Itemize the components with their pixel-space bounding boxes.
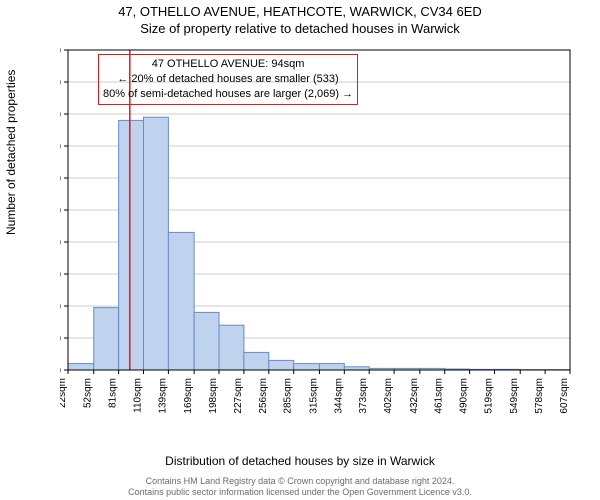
svg-text:100: 100: [60, 333, 61, 345]
svg-text:400: 400: [60, 237, 61, 249]
info-line-2: ← 20% of detached houses are smaller (53…: [103, 72, 353, 87]
svg-text:256sqm: 256sqm: [258, 378, 269, 414]
svg-text:1000: 1000: [60, 45, 61, 57]
svg-text:0: 0: [60, 365, 61, 377]
svg-text:227sqm: 227sqm: [233, 378, 244, 414]
svg-text:198sqm: 198sqm: [208, 378, 219, 414]
svg-text:432sqm: 432sqm: [409, 378, 420, 414]
svg-text:500: 500: [60, 205, 61, 217]
svg-text:315sqm: 315sqm: [308, 378, 319, 414]
x-axis-label: Distribution of detached houses by size …: [0, 454, 600, 468]
y-axis-label: Number of detached properties: [4, 70, 18, 235]
chart-area: 0 100 200 300 400 500 600 700 800 900 1000 22sqm 52s…: [60, 44, 580, 424]
svg-text:110sqm: 110sqm: [133, 378, 144, 413]
address-title: 47, OTHELLO AVENUE, HEATHCOTE, WARWICK, …: [0, 0, 600, 19]
svg-text:373sqm: 373sqm: [358, 378, 369, 414]
svg-text:402sqm: 402sqm: [383, 378, 394, 414]
marker-info-box: 47 OTHELLO AVENUE: 94sqm ← 20% of detach…: [98, 54, 358, 105]
svg-text:52sqm: 52sqm: [83, 378, 94, 408]
svg-text:490sqm: 490sqm: [459, 378, 470, 414]
footer-line-1: Contains HM Land Registry data © Crown c…: [0, 476, 600, 487]
svg-text:519sqm: 519sqm: [483, 378, 494, 414]
svg-text:169sqm: 169sqm: [183, 378, 194, 414]
info-line-1: 47 OTHELLO AVENUE: 94sqm: [103, 57, 353, 72]
info-line-3: 80% of semi-detached houses are larger (…: [103, 87, 353, 102]
svg-text:300: 300: [60, 269, 61, 281]
svg-text:200: 200: [60, 301, 61, 313]
subtitle: Size of property relative to detached ho…: [0, 19, 600, 36]
svg-text:285sqm: 285sqm: [283, 378, 294, 414]
svg-text:22sqm: 22sqm: [60, 378, 68, 408]
svg-text:139sqm: 139sqm: [157, 378, 168, 414]
svg-text:578sqm: 578sqm: [534, 378, 545, 414]
svg-text:81sqm: 81sqm: [108, 378, 119, 408]
svg-text:549sqm: 549sqm: [509, 378, 520, 414]
svg-text:461sqm: 461sqm: [434, 378, 445, 414]
svg-text:900: 900: [60, 77, 61, 89]
footer: Contains HM Land Registry data © Crown c…: [0, 476, 600, 499]
footer-line-2: Contains public sector information licen…: [0, 487, 600, 498]
svg-text:607sqm: 607sqm: [559, 378, 570, 414]
svg-text:700: 700: [60, 141, 61, 153]
svg-text:344sqm: 344sqm: [333, 378, 344, 414]
svg-text:600: 600: [60, 173, 61, 185]
svg-text:800: 800: [60, 109, 61, 121]
